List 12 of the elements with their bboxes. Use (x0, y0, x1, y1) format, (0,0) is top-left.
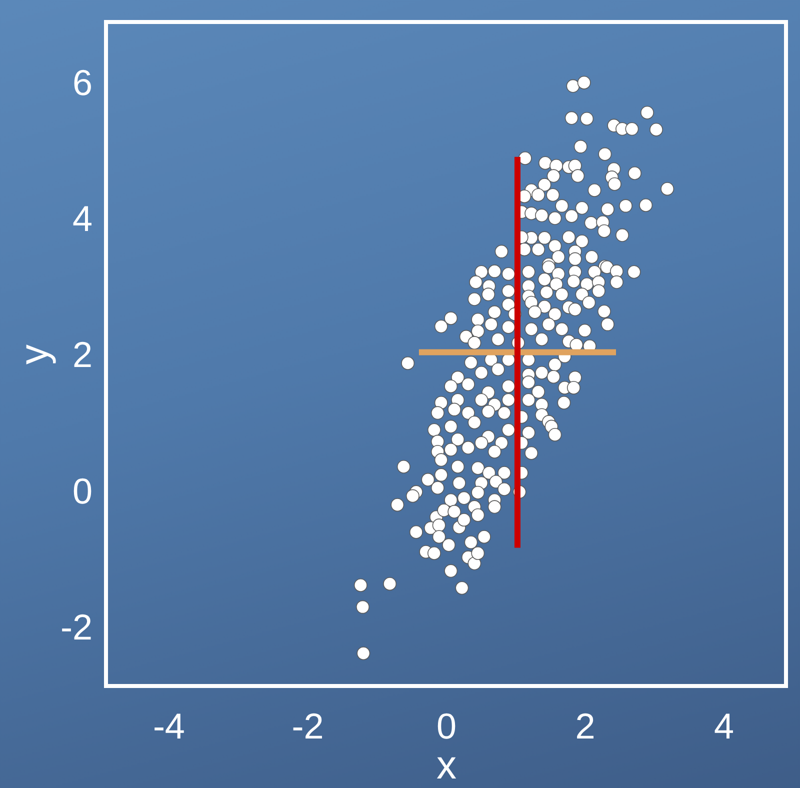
x-tick-label: -4 (152, 706, 185, 746)
y-tick-label: 4 (72, 198, 92, 239)
y-tick-label: -2 (60, 606, 92, 648)
y-axis-title: y (12, 344, 56, 364)
x-tick-label: 4 (714, 706, 734, 746)
y-tick-label: 6 (72, 62, 92, 103)
x-axis-title: x (436, 744, 456, 788)
y-tick-label: 0 (72, 470, 92, 512)
x-tick-label: 0 (436, 706, 457, 746)
x-tick-label: -2 (292, 706, 324, 746)
y-tick-label: 2 (72, 334, 92, 376)
x-tick-label: 2 (575, 706, 596, 746)
